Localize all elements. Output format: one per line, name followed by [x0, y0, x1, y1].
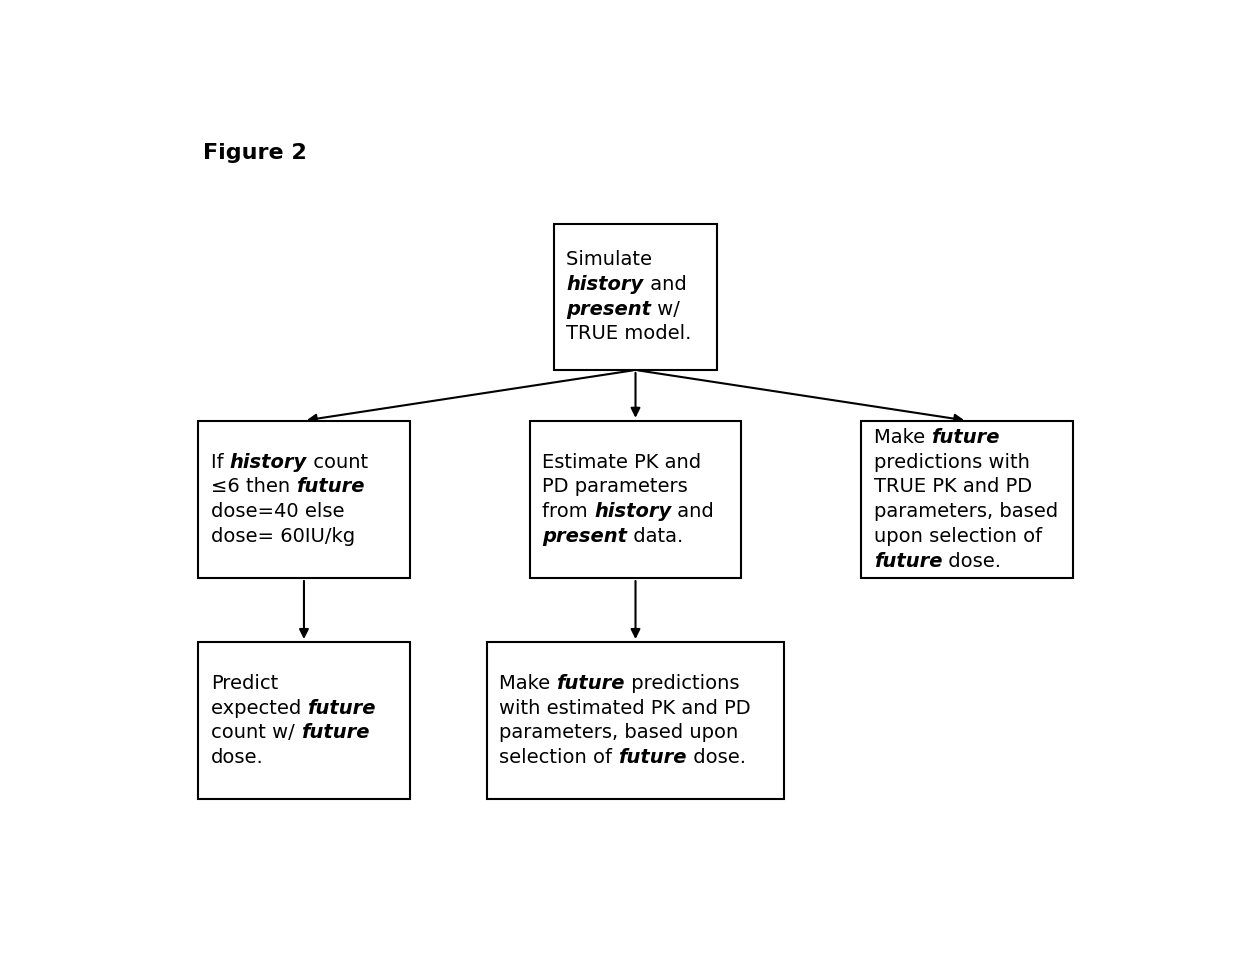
Text: Make: Make — [874, 428, 931, 447]
Text: present: present — [542, 527, 627, 546]
Text: TRUE PK and PD: TRUE PK and PD — [874, 477, 1032, 497]
Text: Simulate: Simulate — [567, 250, 658, 269]
Text: TRUE model.: TRUE model. — [567, 324, 692, 344]
Bar — [198, 421, 409, 579]
Text: dose.: dose. — [211, 748, 263, 768]
Text: expected: expected — [211, 698, 308, 718]
Text: dose.: dose. — [942, 551, 1002, 571]
Text: present: present — [567, 300, 651, 318]
Text: parameters, based upon: parameters, based upon — [498, 724, 738, 742]
Text: ≤6 then: ≤6 then — [211, 477, 296, 497]
Text: Figure 2: Figure 2 — [203, 143, 306, 163]
Text: predictions with: predictions with — [874, 453, 1029, 471]
Text: history: history — [594, 503, 671, 521]
Text: upon selection of: upon selection of — [874, 527, 1042, 546]
Text: count w/: count w/ — [211, 724, 301, 742]
Bar — [554, 224, 717, 370]
Text: future: future — [619, 748, 687, 768]
Bar — [486, 642, 785, 800]
Text: from: from — [542, 503, 594, 521]
Text: If: If — [211, 453, 229, 471]
Text: history: history — [229, 453, 306, 471]
Text: dose.: dose. — [687, 748, 745, 768]
Text: Estimate PK and: Estimate PK and — [542, 453, 702, 471]
Text: history: history — [567, 275, 644, 294]
Text: future: future — [296, 477, 365, 497]
Text: future: future — [874, 551, 942, 571]
Text: Predict: Predict — [211, 674, 278, 693]
Text: predictions: predictions — [625, 674, 739, 693]
Text: future: future — [557, 674, 625, 693]
Text: w/: w/ — [651, 300, 681, 318]
Text: selection of: selection of — [498, 748, 619, 768]
Bar — [862, 421, 1073, 579]
Text: dose= 60IU/kg: dose= 60IU/kg — [211, 527, 355, 546]
Text: data.: data. — [627, 527, 683, 546]
Text: parameters, based: parameters, based — [874, 503, 1058, 521]
Text: count: count — [306, 453, 368, 471]
Bar — [529, 421, 742, 579]
Text: with estimated PK and PD: with estimated PK and PD — [498, 698, 750, 718]
Text: PD parameters: PD parameters — [542, 477, 688, 497]
Text: future: future — [931, 428, 999, 447]
Text: Make: Make — [498, 674, 557, 693]
Text: and: and — [644, 275, 686, 294]
Text: and: and — [671, 503, 714, 521]
Text: dose=40 else: dose=40 else — [211, 503, 345, 521]
Text: future: future — [301, 724, 370, 742]
Text: future: future — [308, 698, 376, 718]
Bar — [198, 642, 409, 800]
